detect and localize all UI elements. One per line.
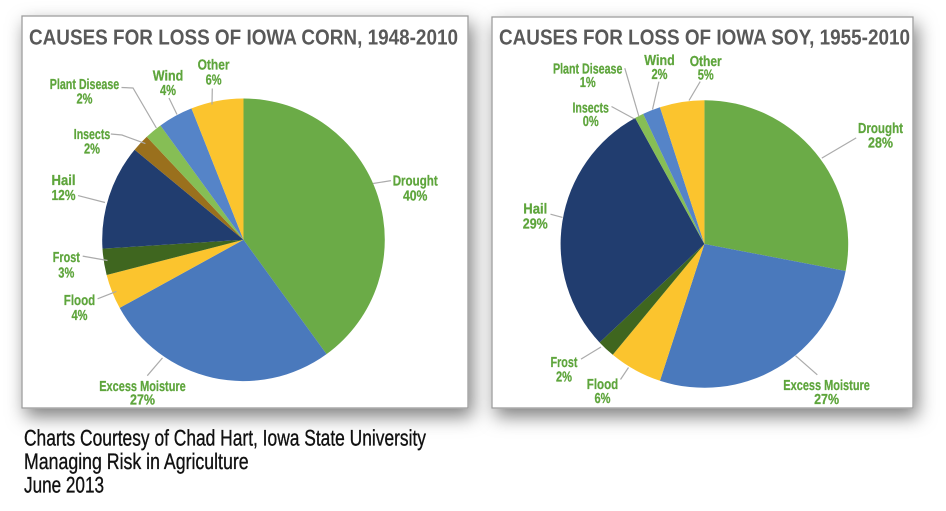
svg-text:5%: 5% [698, 68, 714, 84]
svg-text:Drought: Drought [393, 173, 438, 189]
svg-text:4%: 4% [160, 83, 176, 99]
svg-text:Wind: Wind [153, 69, 184, 85]
svg-text:Excess Moisture: Excess Moisture [783, 378, 870, 394]
svg-text:0%: 0% [583, 114, 599, 130]
svg-text:4%: 4% [72, 308, 88, 324]
svg-text:CAUSES FOR LOSS OF IOWA CORN,: CAUSES FOR LOSS OF IOWA CORN, 1948-2010 [29, 24, 458, 49]
svg-text:1%: 1% [580, 75, 596, 91]
svg-text:2%: 2% [77, 92, 93, 108]
svg-text:2%: 2% [84, 142, 100, 158]
svg-text:Insects: Insects [572, 101, 609, 117]
svg-text:27%: 27% [130, 393, 155, 409]
svg-text:Plant Disease: Plant Disease [553, 62, 623, 78]
svg-text:Frost: Frost [551, 355, 578, 371]
svg-text:12%: 12% [52, 188, 76, 204]
svg-text:27%: 27% [814, 392, 839, 408]
svg-text:Managing Risk in Agriculture: Managing Risk in Agriculture [24, 449, 249, 474]
svg-text:2%: 2% [556, 369, 572, 385]
svg-text:6%: 6% [595, 391, 611, 407]
svg-text:Drought: Drought [858, 121, 903, 137]
svg-text:Flood: Flood [587, 377, 619, 393]
svg-text:Wind: Wind [644, 53, 675, 69]
svg-text:40%: 40% [403, 189, 428, 205]
svg-text:Other: Other [198, 58, 230, 74]
svg-text:Frost: Frost [53, 250, 80, 266]
svg-text:Plant Disease: Plant Disease [50, 77, 120, 93]
svg-text:28%: 28% [868, 135, 893, 151]
svg-text:Charts Courtesy of Chad Hart,: Charts Courtesy of Chad Hart, Iowa State… [24, 426, 427, 451]
svg-text:6%: 6% [206, 73, 222, 89]
svg-text:29%: 29% [523, 217, 548, 233]
svg-text:CAUSES FOR LOSS OF IOWA SOY, 1: CAUSES FOR LOSS OF IOWA SOY, 1955-2010 [499, 24, 910, 49]
svg-text:3%: 3% [58, 265, 74, 281]
svg-text:2%: 2% [652, 67, 668, 83]
svg-text:Hail: Hail [52, 173, 76, 189]
svg-text:Other: Other [690, 54, 722, 70]
svg-text:Flood: Flood [64, 293, 96, 309]
svg-text:Hail: Hail [523, 202, 547, 218]
svg-text:June 2013: June 2013 [24, 473, 104, 498]
svg-text:Excess Moisture: Excess Moisture [99, 379, 186, 395]
svg-text:Insects: Insects [74, 127, 111, 143]
